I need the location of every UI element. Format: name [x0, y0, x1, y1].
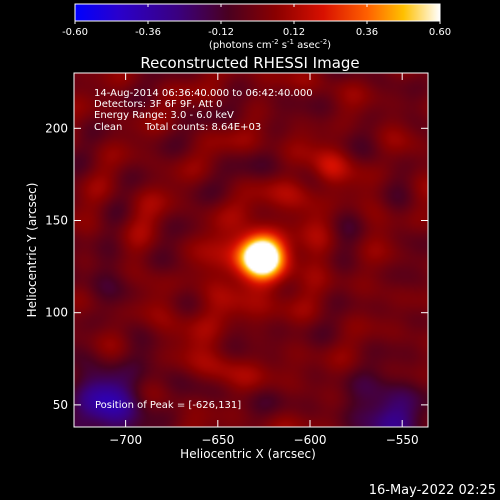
x-tick-label: −550	[386, 433, 419, 447]
colorbar-tick-label: -0.60	[62, 27, 88, 38]
colorbar-tick-label: 0.36	[356, 27, 378, 38]
heatmap-image	[74, 73, 428, 427]
energy-range-label: Energy Range: 3.0 - 6.0 keV	[94, 110, 234, 121]
total-counts-label: Total counts: 8.64E+03	[144, 122, 261, 133]
colorbar-units: (photons cm-2 s-1 asec-2)	[209, 38, 331, 51]
detectors-label: Detectors: 3F 6F 9F, Att 0	[94, 99, 222, 110]
y-axis-label: Heliocentric Y (arcsec)	[25, 183, 39, 318]
x-tick-label: −700	[109, 433, 142, 447]
colorbar-bar	[74, 3, 441, 22]
plot-frame	[73, 72, 429, 428]
colorbar-tick-label: -0.36	[135, 27, 161, 38]
colorbar-tick-label: 0.12	[283, 27, 305, 38]
x-axis-label: Heliocentric X (arcsec)	[180, 447, 316, 461]
heatmap: −700 −650 −600 −550 50 100 150 200	[45, 72, 429, 447]
y-tick-label: 200	[45, 121, 68, 135]
y-tick-label: 100	[45, 306, 68, 320]
chart-title: Reconstructed RHESSI Image	[140, 54, 359, 72]
colorbar: -0.60 -0.36 -0.12 0.12 0.36 0.60 (photons cm-…	[62, 3, 451, 51]
y-tick-label: 50	[53, 398, 68, 412]
time-range-label: 14-Aug-2014 06:36:40.000 to 06:42:40.000	[94, 88, 313, 99]
axis-ticks: −700 −650 −600 −550 50 100 150 200	[45, 73, 428, 447]
footer-date: 16-May-2022 02:25	[369, 483, 496, 498]
colorbar-ticks: -0.60 -0.36 -0.12 0.12 0.36 0.60	[62, 4, 451, 38]
peak-position-label: Position of Peak = [-626,131]	[95, 400, 241, 411]
x-tick-label: −600	[294, 433, 327, 447]
y-tick-label: 150	[45, 214, 68, 228]
clean-label: Clean	[94, 122, 122, 133]
colorbar-tick-label: -0.12	[208, 27, 234, 38]
colorbar-tick-label: 0.60	[429, 27, 451, 38]
image-annotations: 14-Aug-2014 06:36:40.000 to 06:42:40.000…	[94, 88, 313, 411]
x-tick-label: −650	[201, 433, 234, 447]
